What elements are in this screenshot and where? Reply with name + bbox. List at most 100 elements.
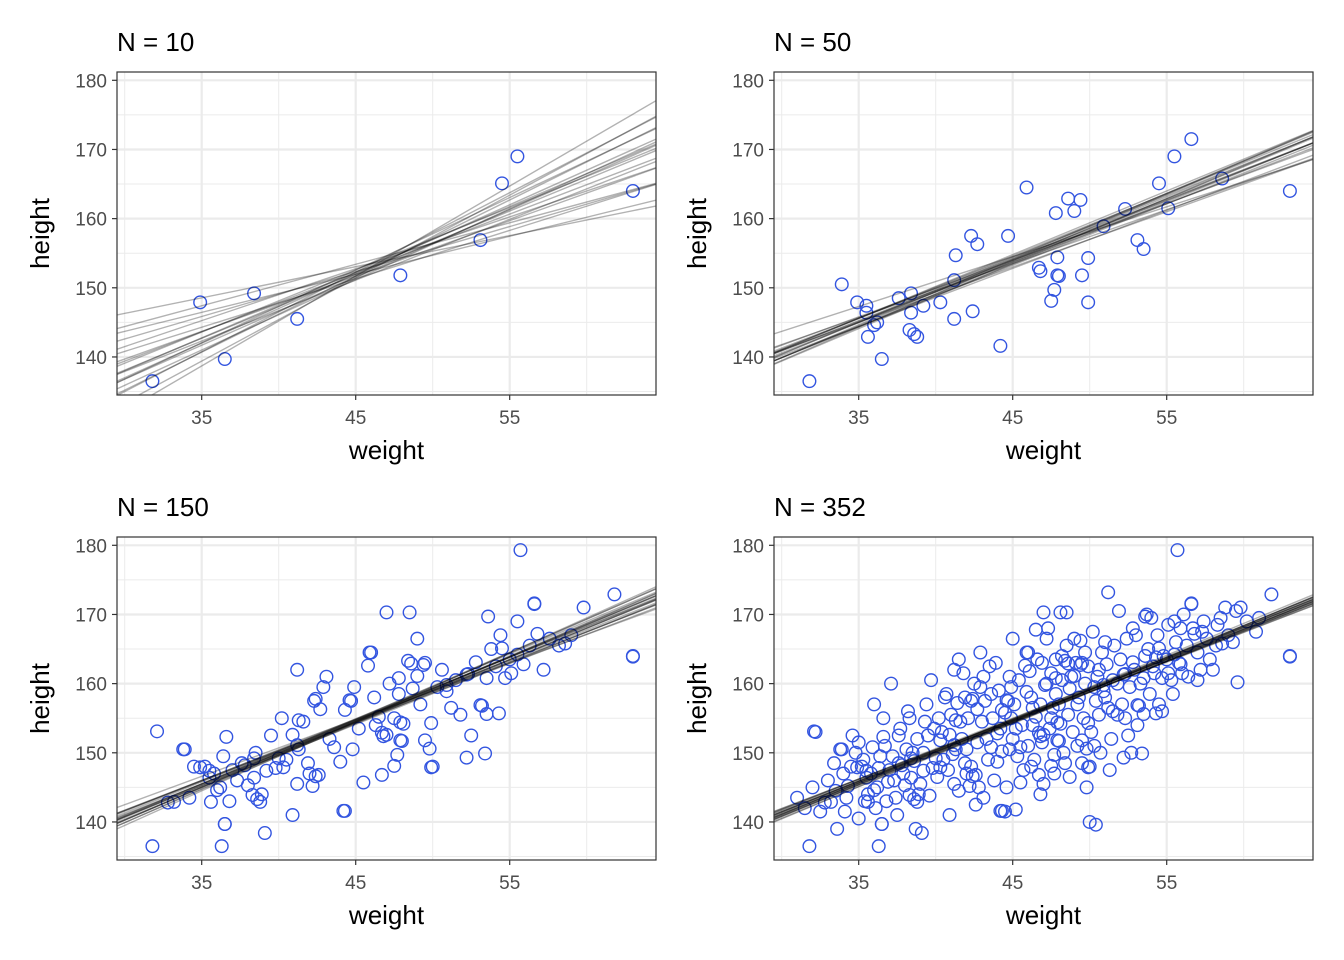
data-point bbox=[1101, 700, 1116, 715]
panel-background bbox=[117, 537, 656, 860]
data-point bbox=[970, 237, 985, 252]
data-point bbox=[1048, 687, 1063, 702]
data-point bbox=[1105, 704, 1120, 719]
data-point bbox=[1139, 607, 1154, 622]
data-point bbox=[319, 669, 334, 684]
facet-panel: 140 150 160 170 180 35 45 55 weight height N = 150 bbox=[25, 492, 657, 930]
data-point bbox=[911, 787, 926, 802]
data-point bbox=[998, 804, 1013, 819]
data-point bbox=[1196, 614, 1211, 629]
marks-layer bbox=[117, 543, 656, 854]
data-point bbox=[1190, 673, 1205, 688]
data-point bbox=[891, 728, 906, 743]
data-point bbox=[1045, 700, 1060, 715]
data-point bbox=[364, 645, 379, 660]
data-point bbox=[285, 808, 300, 823]
data-point bbox=[1019, 684, 1034, 699]
data-point bbox=[1088, 817, 1103, 832]
data-point bbox=[379, 605, 394, 620]
data-point bbox=[928, 751, 943, 766]
data-point bbox=[1090, 669, 1105, 684]
data-point bbox=[1065, 725, 1080, 740]
data-point bbox=[1102, 763, 1117, 778]
data-point bbox=[418, 655, 433, 670]
data-point bbox=[510, 149, 525, 164]
data-point bbox=[1047, 747, 1062, 762]
y-tick-label: 160 bbox=[75, 675, 107, 696]
data-point bbox=[902, 322, 917, 337]
facet-panel: 140 150 160 170 180 35 45 55 weight height N = 50 bbox=[682, 27, 1314, 465]
data-point bbox=[268, 761, 283, 776]
data-point bbox=[1115, 697, 1130, 712]
data-point bbox=[879, 794, 894, 809]
data-point bbox=[1213, 610, 1228, 625]
data-point bbox=[1138, 609, 1153, 624]
regression-line bbox=[774, 142, 1313, 355]
data-point bbox=[1205, 662, 1220, 677]
regression-line bbox=[117, 608, 656, 809]
data-point bbox=[857, 794, 872, 809]
y-tick-label: 140 bbox=[732, 348, 764, 369]
data-point bbox=[1008, 802, 1023, 817]
data-point bbox=[820, 773, 835, 788]
y-tick-label: 150 bbox=[732, 744, 764, 765]
y-tick-label: 160 bbox=[732, 675, 764, 696]
data-point bbox=[1233, 600, 1248, 615]
data-point bbox=[1084, 725, 1099, 740]
data-point bbox=[394, 734, 409, 749]
regression-line bbox=[774, 600, 1313, 818]
data-point bbox=[418, 733, 433, 748]
regression-line bbox=[774, 142, 1313, 357]
data-point bbox=[213, 780, 228, 795]
data-point bbox=[285, 727, 300, 742]
data-point bbox=[1011, 673, 1026, 688]
x-tick-label: 55 bbox=[499, 408, 520, 429]
data-point bbox=[1074, 268, 1089, 283]
data-point bbox=[1176, 607, 1191, 622]
x-tick-label: 55 bbox=[499, 873, 520, 894]
data-point bbox=[959, 742, 974, 757]
data-point bbox=[459, 667, 474, 682]
data-point bbox=[894, 758, 909, 773]
data-point bbox=[1282, 649, 1297, 664]
data-point bbox=[1113, 652, 1128, 667]
data-point bbox=[193, 760, 208, 775]
data-point bbox=[1141, 642, 1156, 657]
data-point bbox=[337, 803, 352, 818]
y-tick-label: 170 bbox=[75, 140, 107, 161]
data-point bbox=[934, 725, 949, 740]
data-point bbox=[1118, 201, 1133, 216]
y-tick-label: 140 bbox=[75, 813, 107, 834]
data-point bbox=[207, 766, 222, 781]
x-tick-label: 45 bbox=[345, 873, 366, 894]
y-tick-label: 150 bbox=[75, 279, 107, 300]
regression-line bbox=[774, 130, 1313, 362]
data-point bbox=[1167, 149, 1182, 164]
data-point bbox=[979, 731, 994, 746]
data-point bbox=[961, 711, 976, 726]
data-point bbox=[1039, 631, 1054, 646]
data-point bbox=[488, 659, 503, 674]
data-point bbox=[1099, 657, 1114, 672]
data-point bbox=[607, 587, 622, 602]
data-point bbox=[830, 821, 845, 836]
data-point bbox=[542, 631, 557, 646]
data-point bbox=[805, 780, 820, 795]
data-point bbox=[150, 724, 165, 739]
regression-line bbox=[774, 142, 1313, 352]
panel-background bbox=[117, 72, 656, 395]
data-point bbox=[1228, 604, 1243, 619]
data-point bbox=[257, 826, 272, 841]
data-point bbox=[891, 291, 906, 306]
data-point bbox=[1079, 780, 1094, 795]
regression-line bbox=[774, 602, 1313, 813]
panel-title: N = 150 bbox=[117, 492, 209, 522]
data-point bbox=[1022, 664, 1037, 679]
data-point bbox=[513, 543, 528, 558]
data-point bbox=[1034, 735, 1049, 750]
data-point bbox=[444, 700, 459, 715]
data-point bbox=[828, 783, 843, 798]
data-point bbox=[259, 763, 274, 778]
x-axis-label: weight bbox=[348, 435, 425, 465]
